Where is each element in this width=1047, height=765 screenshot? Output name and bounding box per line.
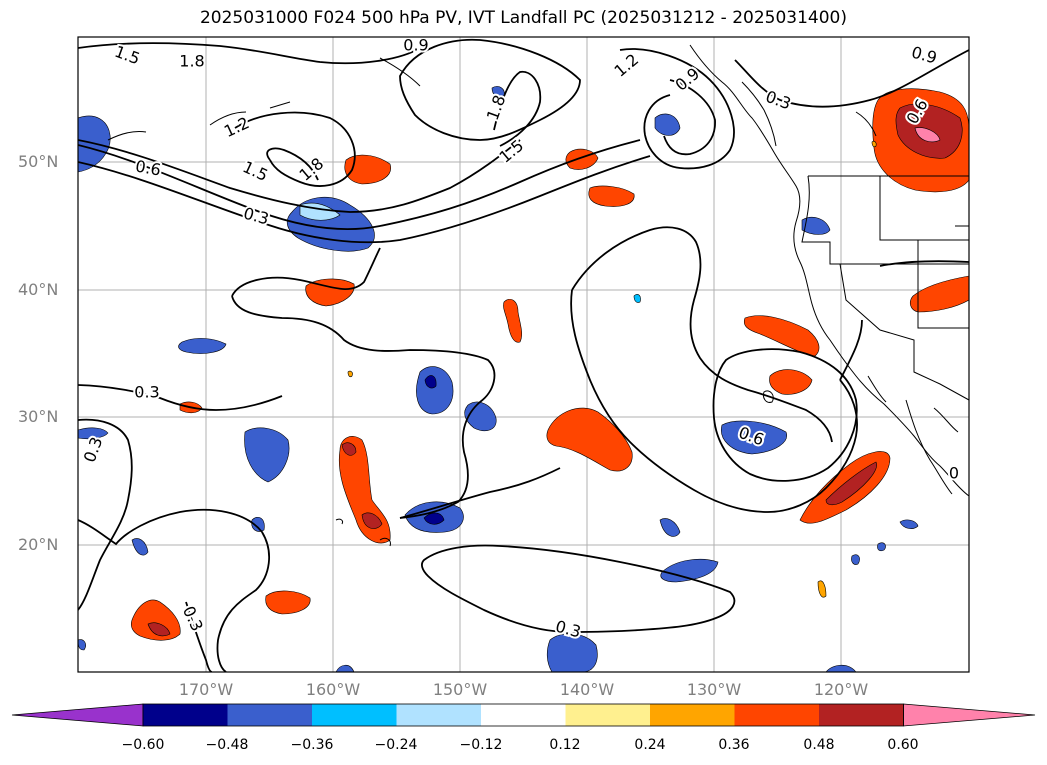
contour-label: 0.9: [403, 36, 428, 55]
contour-label: 0.3: [80, 434, 107, 464]
lat-label-50n: 50°N: [18, 152, 59, 171]
contour-label: 1.5: [240, 157, 271, 185]
contour-label: 1.2: [221, 113, 252, 141]
lon-label-160w: 160°W: [305, 680, 361, 699]
positive-anomaly-blobs: [130, 88, 969, 641]
contour-label: 0.3: [242, 204, 272, 229]
colorbar-extend-min: [11, 703, 144, 727]
colorbar: [11, 703, 1036, 727]
contour-label: 0.6: [134, 156, 162, 179]
colorbar-tick: −0.24: [374, 737, 418, 753]
lat-label-30n: 30°N: [18, 407, 59, 426]
map-frame: [77, 36, 970, 673]
colorbar-segment: [396, 704, 481, 726]
lon-label-120w: 120°W: [813, 680, 869, 699]
contour-label: 0: [949, 464, 959, 483]
colorbar-tick: 0.36: [718, 737, 750, 753]
colorbar-tick: −0.48: [205, 737, 249, 753]
colorbar-segment: [650, 704, 735, 726]
lon-label-170w: 170°W: [178, 680, 234, 699]
colorbar-segment: [819, 704, 904, 726]
contour-label: 0.3: [134, 383, 159, 402]
colorbar-tick: 0.48: [803, 737, 835, 753]
colorbar-tick: −0.12: [459, 737, 503, 753]
colorbar-frame: [142, 703, 904, 727]
colorbar-tick: −0.60: [121, 737, 165, 753]
contour-label: 1.8: [483, 92, 510, 122]
contour-label: 0.9: [672, 64, 704, 95]
colorbar-segment: [734, 704, 819, 726]
contour-label: 1.2: [611, 50, 643, 81]
colorbar-segment: [312, 704, 397, 726]
map-title: 2025031000 F024 500 hPa PV, IVT Landfall…: [199, 8, 847, 28]
colorbar-extend-max: [903, 703, 1036, 727]
gridlines: [78, 37, 969, 672]
colorbar-segment: [227, 704, 312, 726]
contour-label: 0.9: [910, 43, 940, 68]
contour-label: 1.8: [179, 52, 204, 71]
colorbar-segment: [143, 704, 228, 726]
contour-label: 0.3: [763, 87, 793, 114]
colorbar-tick: −0.36: [290, 737, 334, 753]
colorbar-tick: 0.60: [887, 737, 919, 753]
lon-label-140w: 140°W: [559, 680, 615, 699]
colorbar-segment: [565, 704, 650, 726]
pv-contours: [78, 38, 969, 672]
colorbar-segment: [481, 704, 566, 726]
coastlines: [107, 44, 969, 547]
lon-label-150w: 150°W: [432, 680, 488, 699]
lat-label-40n: 40°N: [18, 280, 59, 299]
colorbar-tick: 0.24: [634, 737, 666, 753]
contour-label: 1.5: [112, 42, 142, 69]
contour-label: 0.3: [179, 603, 207, 634]
colorbar-tick: 0.12: [549, 737, 581, 753]
lat-label-20n: 20°N: [18, 535, 59, 554]
lon-label-130w: 130°W: [686, 680, 742, 699]
